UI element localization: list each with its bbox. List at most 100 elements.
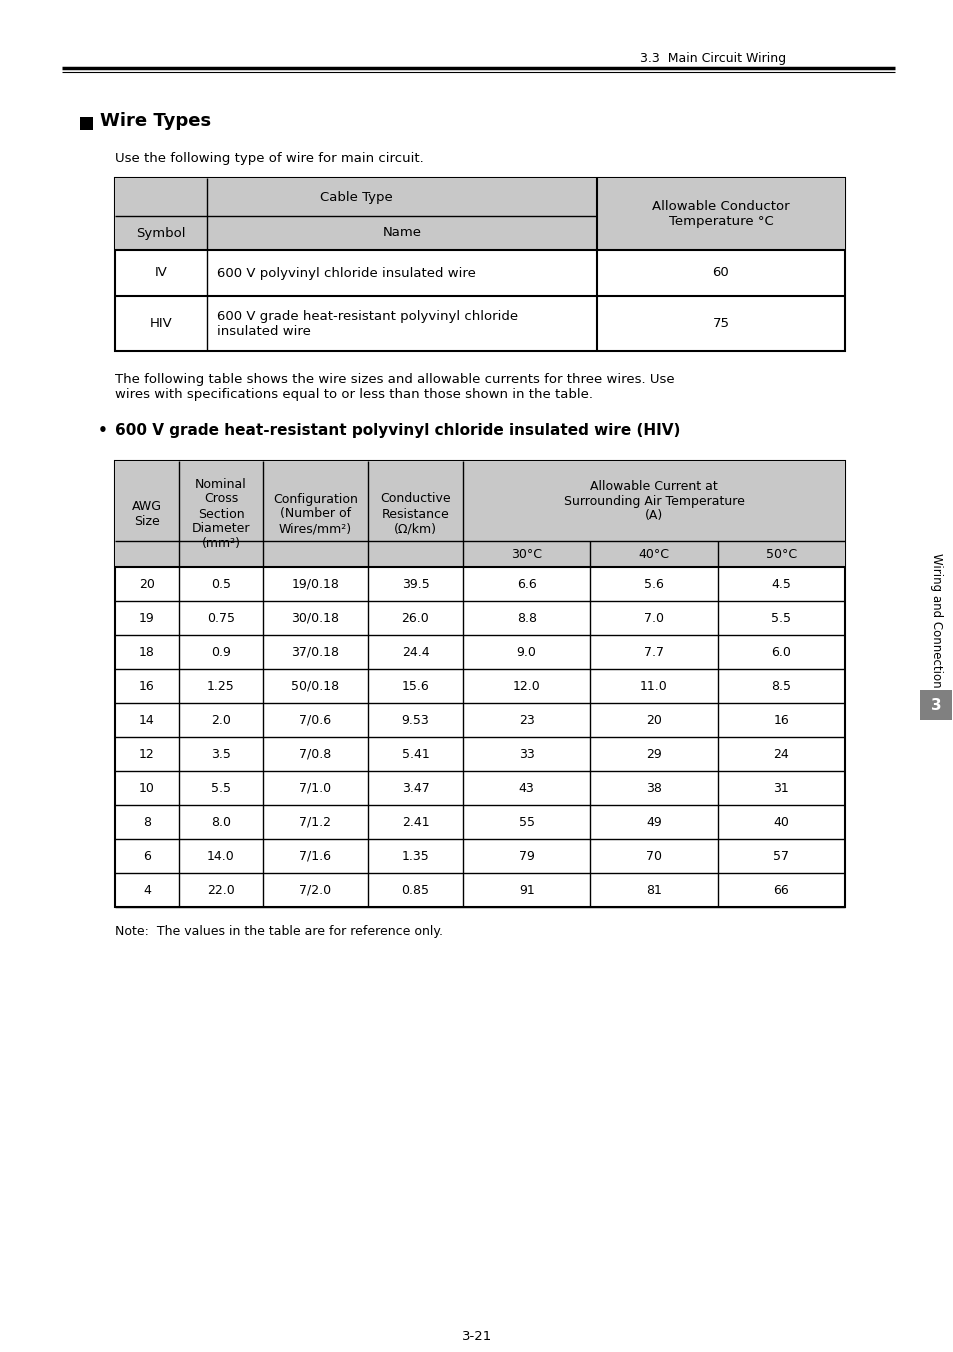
Text: 60: 60 xyxy=(712,266,729,280)
Text: 600 V grade heat-resistant polyvinyl chloride: 600 V grade heat-resistant polyvinyl chl… xyxy=(216,310,517,323)
Text: Conductive
Resistance
(Ω/km): Conductive Resistance (Ω/km) xyxy=(380,492,451,535)
Text: 7/2.0: 7/2.0 xyxy=(299,883,332,896)
Text: 0.85: 0.85 xyxy=(401,883,429,896)
Text: 7/0.6: 7/0.6 xyxy=(299,714,332,726)
Text: 5.5: 5.5 xyxy=(771,611,790,625)
Text: 3.3  Main Circuit Wiring: 3.3 Main Circuit Wiring xyxy=(639,51,785,65)
Text: 15.6: 15.6 xyxy=(401,680,429,692)
Text: 19: 19 xyxy=(139,611,154,625)
Text: Configuration
(Number of
Wires/mm²): Configuration (Number of Wires/mm²) xyxy=(273,492,357,535)
Text: 9.53: 9.53 xyxy=(401,714,429,726)
Text: 57: 57 xyxy=(773,849,788,863)
Text: 39.5: 39.5 xyxy=(401,577,429,591)
Bar xyxy=(919,690,951,721)
Text: 3.47: 3.47 xyxy=(401,781,429,795)
Text: 3: 3 xyxy=(930,698,941,713)
Text: 24.4: 24.4 xyxy=(401,645,429,658)
Text: 23: 23 xyxy=(518,714,534,726)
Text: 38: 38 xyxy=(645,781,661,795)
Text: Nominal
Cross
Section
Diameter
(mm²): Nominal Cross Section Diameter (mm²) xyxy=(192,477,250,550)
Text: 7/1.2: 7/1.2 xyxy=(299,815,331,829)
Text: 7/1.0: 7/1.0 xyxy=(299,781,332,795)
Text: 37/0.18: 37/0.18 xyxy=(292,645,339,658)
Text: 43: 43 xyxy=(518,781,534,795)
Text: 30/0.18: 30/0.18 xyxy=(292,611,339,625)
Bar xyxy=(462,461,844,566)
Text: 26.0: 26.0 xyxy=(401,611,429,625)
Bar xyxy=(115,461,179,566)
Text: 33: 33 xyxy=(518,748,534,760)
Text: 5.5: 5.5 xyxy=(211,781,231,795)
Text: 600 V polyvinyl chloride insulated wire: 600 V polyvinyl chloride insulated wire xyxy=(216,266,476,280)
Text: 91: 91 xyxy=(518,883,534,896)
Text: Wiring and Connection: Wiring and Connection xyxy=(929,553,943,687)
Text: 31: 31 xyxy=(773,781,788,795)
Text: 8.8: 8.8 xyxy=(517,611,537,625)
Text: 40°C: 40°C xyxy=(638,548,669,561)
Text: 14: 14 xyxy=(139,714,154,726)
Text: 8.0: 8.0 xyxy=(211,815,231,829)
Text: insulated wire: insulated wire xyxy=(216,324,311,338)
Text: 0.5: 0.5 xyxy=(211,577,231,591)
Bar xyxy=(115,178,597,216)
Text: Note:  The values in the table are for reference only.: Note: The values in the table are for re… xyxy=(115,925,442,938)
Text: 7.7: 7.7 xyxy=(643,645,663,658)
Text: 2.41: 2.41 xyxy=(401,815,429,829)
Text: 81: 81 xyxy=(645,883,661,896)
Text: 75: 75 xyxy=(712,316,729,330)
Text: •: • xyxy=(98,423,108,438)
Text: 6.0: 6.0 xyxy=(771,645,790,658)
Text: 10: 10 xyxy=(139,781,154,795)
Text: 2.0: 2.0 xyxy=(211,714,231,726)
Text: 22.0: 22.0 xyxy=(207,883,234,896)
Text: 1.25: 1.25 xyxy=(207,680,234,692)
Text: 12.0: 12.0 xyxy=(513,680,540,692)
Text: 19/0.18: 19/0.18 xyxy=(292,577,339,591)
Text: 12: 12 xyxy=(139,748,154,760)
Text: 24: 24 xyxy=(773,748,788,760)
Text: 16: 16 xyxy=(139,680,154,692)
Text: HIV: HIV xyxy=(150,316,172,330)
Text: 0.9: 0.9 xyxy=(211,645,231,658)
Text: 30°C: 30°C xyxy=(511,548,541,561)
Text: 3-21: 3-21 xyxy=(461,1330,492,1343)
Bar xyxy=(597,178,844,250)
Text: AWG
Size: AWG Size xyxy=(132,500,162,529)
Text: 79: 79 xyxy=(518,849,534,863)
Text: The following table shows the wire sizes and allowable currents for three wires.: The following table shows the wire sizes… xyxy=(115,373,674,402)
Bar xyxy=(115,216,597,250)
Text: 5.41: 5.41 xyxy=(401,748,429,760)
Text: 8.5: 8.5 xyxy=(771,680,790,692)
Text: 4: 4 xyxy=(143,883,151,896)
Text: 49: 49 xyxy=(645,815,661,829)
Text: 55: 55 xyxy=(518,815,534,829)
Text: 4.5: 4.5 xyxy=(771,577,790,591)
Text: 16: 16 xyxy=(773,714,788,726)
Text: 6.6: 6.6 xyxy=(517,577,536,591)
Bar xyxy=(115,461,844,907)
Text: 3.5: 3.5 xyxy=(211,748,231,760)
Text: 50/0.18: 50/0.18 xyxy=(291,680,339,692)
Text: IV: IV xyxy=(154,266,168,280)
Text: 66: 66 xyxy=(773,883,788,896)
Text: 20: 20 xyxy=(645,714,661,726)
Text: Allowable Current at
Surrounding Air Temperature
(A): Allowable Current at Surrounding Air Tem… xyxy=(563,480,743,522)
Text: Allowable Conductor
Temperature °C: Allowable Conductor Temperature °C xyxy=(652,200,789,228)
Bar xyxy=(80,118,92,130)
Bar xyxy=(263,461,368,566)
Text: Name: Name xyxy=(382,227,421,239)
Text: 600 V grade heat-resistant polyvinyl chloride insulated wire (HIV): 600 V grade heat-resistant polyvinyl chl… xyxy=(115,423,679,438)
Text: 14.0: 14.0 xyxy=(207,849,234,863)
Text: 5.6: 5.6 xyxy=(643,577,663,591)
Text: 7/0.8: 7/0.8 xyxy=(299,748,332,760)
Text: Wire Types: Wire Types xyxy=(100,112,211,130)
Text: 70: 70 xyxy=(645,849,661,863)
Text: 9.0: 9.0 xyxy=(517,645,536,658)
Text: 29: 29 xyxy=(645,748,661,760)
Text: 0.75: 0.75 xyxy=(207,611,234,625)
Text: 6: 6 xyxy=(143,849,151,863)
Text: 18: 18 xyxy=(139,645,154,658)
Text: Symbol: Symbol xyxy=(136,227,186,239)
Text: 50°C: 50°C xyxy=(765,548,796,561)
Bar xyxy=(179,461,263,566)
